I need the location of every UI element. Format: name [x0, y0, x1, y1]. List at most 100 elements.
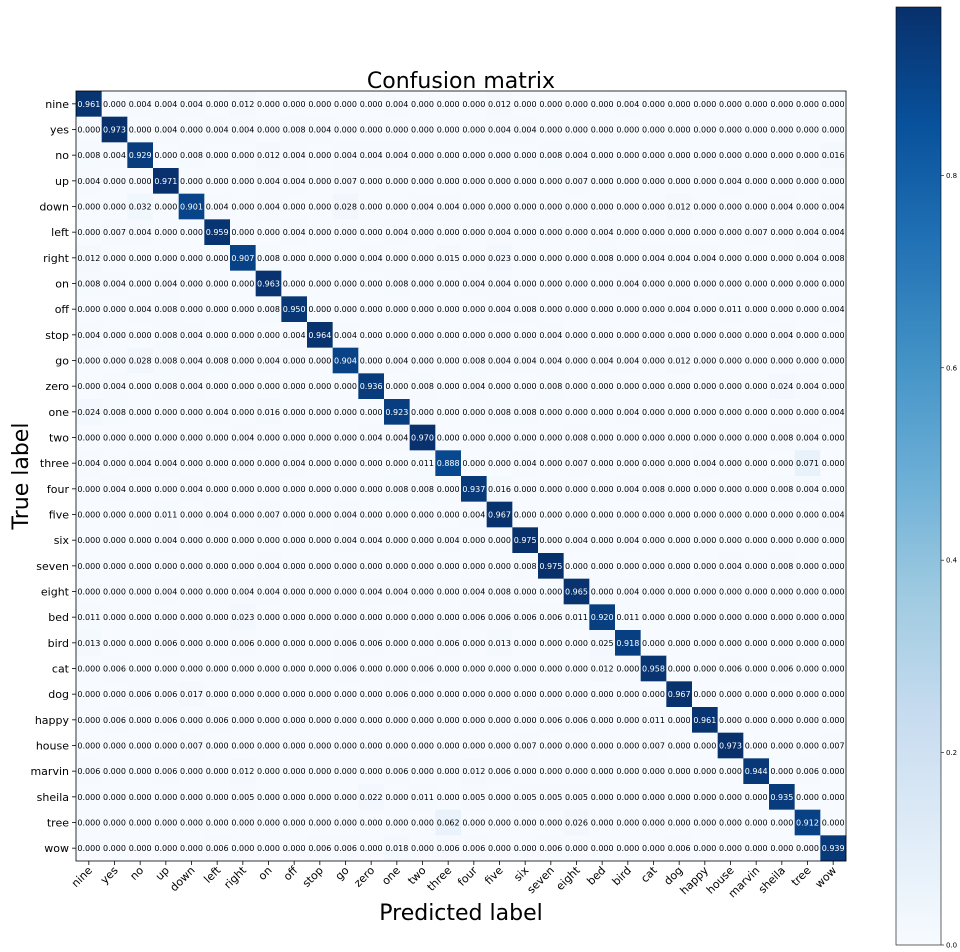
- colorbar: [895, 6, 942, 946]
- cell-value-label: 0.000: [180, 588, 203, 597]
- heatmap-cell: [101, 399, 128, 425]
- cell-value-label: 0.004: [77, 177, 100, 186]
- cell-value-label: 0.000: [539, 408, 562, 417]
- cell-value-label: 0.007: [257, 511, 280, 520]
- heatmap-cell: [563, 527, 590, 554]
- heatmap-cell: [794, 322, 821, 348]
- cell-value-label: 0.000: [360, 126, 383, 135]
- cell-value-label: 0.000: [77, 382, 100, 391]
- heatmap-cell: [255, 193, 282, 220]
- x-axis-label: Predicted label: [379, 901, 542, 926]
- heatmap-cell: [127, 116, 154, 143]
- cell-value-label: 0.004: [462, 280, 485, 289]
- cell-value-label: 0.000: [565, 844, 588, 853]
- cell-value-label: 0.000: [77, 819, 100, 828]
- cell-value-label: 0.000: [77, 357, 100, 366]
- cell-value-label: 0.000: [154, 562, 177, 571]
- cell-value-label: 0.000: [616, 716, 639, 725]
- heatmap-cell: [820, 758, 847, 785]
- heatmap-cell: [820, 578, 847, 605]
- cell-value-label: 0.000: [154, 254, 177, 263]
- heatmap-cell: [563, 809, 590, 836]
- cell-value-label: 0.000: [693, 228, 716, 237]
- cell-value-label: 0.000: [719, 408, 742, 417]
- heatmap-cell: [615, 116, 641, 143]
- heatmap-cell: [435, 476, 462, 502]
- heatmap-cell: [615, 142, 641, 169]
- heatmap-cell: [435, 322, 462, 348]
- heatmap-cell: [589, 91, 616, 117]
- heatmap-cell: [204, 501, 231, 528]
- cell-value-label: 0.004: [77, 331, 100, 340]
- heatmap-cell: [717, 373, 744, 400]
- heatmap-cell: [281, 296, 308, 323]
- heatmap-cell: [409, 450, 436, 477]
- heatmap-cell: [820, 732, 847, 759]
- heatmap-cell: [409, 168, 436, 194]
- cell-value-label: 0.000: [385, 613, 408, 622]
- cell-value-label: 0.004: [719, 177, 742, 186]
- heatmap-cell: [127, 630, 154, 656]
- heatmap-cell: [230, 296, 256, 323]
- heatmap-cell: [384, 809, 410, 836]
- heatmap-cell: [717, 476, 744, 502]
- heatmap-cell: [717, 681, 744, 708]
- heatmap-cell: [692, 476, 718, 502]
- cell-value-label: 0.000: [693, 100, 716, 109]
- heatmap-cell: [204, 347, 231, 374]
- heatmap-cell: [461, 142, 487, 169]
- heatmap-cell: [769, 347, 795, 374]
- cell-value-label: 0.004: [180, 100, 203, 109]
- cell-value-label: 0.000: [308, 434, 331, 443]
- cell-value-label: 0.000: [745, 613, 768, 622]
- heatmap-cell: [307, 707, 333, 733]
- heatmap-cell: [461, 578, 487, 605]
- heatmap-cell: [332, 553, 359, 579]
- cell-value-label: 0.000: [488, 177, 511, 186]
- cell-value-label: 0.012: [668, 203, 691, 212]
- cell-value-label: 0.000: [360, 305, 383, 314]
- cell-value-label: 0.000: [745, 485, 768, 494]
- cell-value-label: 0.000: [514, 382, 537, 391]
- heatmap-cell: [255, 578, 282, 605]
- cell-value-label: 0.000: [180, 280, 203, 289]
- cell-value-label: 0.000: [257, 459, 280, 468]
- cell-value-label: 0.000: [796, 305, 819, 314]
- heatmap-cell: [153, 732, 179, 759]
- heatmap-cell: [640, 296, 667, 323]
- cell-value-label: 0.000: [796, 639, 819, 648]
- cell-value-label: 0.000: [693, 434, 716, 443]
- heatmap-cell: [563, 578, 590, 605]
- heatmap-cell: [153, 168, 179, 194]
- cell-value-label: 0.032: [129, 203, 152, 212]
- cell-value-label: 0.000: [129, 382, 152, 391]
- chart-title: Confusion matrix: [367, 69, 555, 94]
- cell-value-label: 0.000: [745, 511, 768, 520]
- heatmap-cell: [384, 296, 410, 323]
- cell-value-label: 0.004: [565, 151, 588, 160]
- cell-value-label: 0.000: [231, 280, 254, 289]
- cell-value-label: 0.000: [539, 228, 562, 237]
- x-tick-label: six: [511, 864, 531, 884]
- heatmap-cell: [409, 835, 436, 862]
- heatmap-cell: [589, 322, 616, 348]
- heatmap-cell: [127, 835, 154, 862]
- heatmap-cell: [640, 424, 667, 451]
- heatmap-cell: [615, 347, 641, 374]
- cell-value-label: 0.000: [770, 613, 793, 622]
- x-tick-label: on: [256, 864, 275, 883]
- heatmap-cell: [178, 681, 205, 708]
- cell-value-label: 0.000: [385, 459, 408, 468]
- cell-value-label: 0.000: [565, 485, 588, 494]
- cell-value-label: 0.000: [283, 639, 306, 648]
- heatmap-cell: [281, 373, 308, 400]
- heatmap-cell: [461, 732, 487, 759]
- cell-value-label: 0.000: [719, 716, 742, 725]
- cell-value-label: 0.004: [385, 357, 408, 366]
- cell-value-label: 0.006: [334, 665, 357, 674]
- cell-value-label: 0.000: [231, 485, 254, 494]
- heatmap-cell: [743, 270, 770, 297]
- cell-value-label: 0.000: [437, 562, 460, 571]
- heatmap-cell: [563, 604, 590, 631]
- cell-value-label: 0.000: [462, 254, 485, 263]
